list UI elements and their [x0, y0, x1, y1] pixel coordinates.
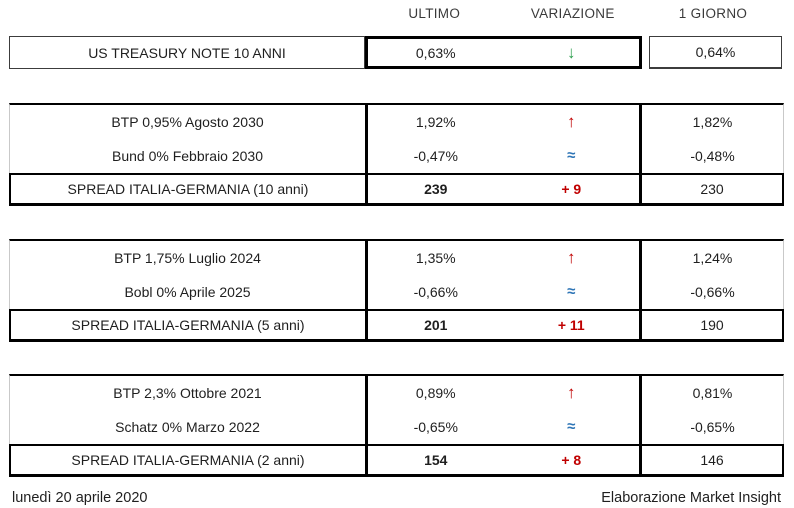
instrument-label: Schatz 0% Marzo 2022 [9, 409, 365, 444]
ultimo-value: 1,35% [415, 249, 456, 266]
instrument-label: US TREASURY NOTE 10 ANNI [9, 36, 365, 69]
giorno-value: 0,64% [649, 36, 782, 69]
column-header-variazione: VARIAZIONE [530, 6, 615, 21]
instrument-label: Bobl 0% Aprile 2025 [9, 274, 365, 309]
spread-label: SPREAD ITALIA-GERMANIA (2 anni) [9, 444, 365, 477]
spread-ultimo-value: 201 [424, 317, 448, 333]
spread-giorno-value: 230 [642, 173, 784, 206]
giorno-value: -0,48% [642, 138, 784, 173]
us-treasury-row: US TREASURY NOTE 10 ANNI 0,63% ↓ 0,64% [9, 36, 794, 69]
spread-block-2-anni: BTP 2,3% Ottobre 2021 0,89% ↑ 0,81% Scha… [9, 374, 794, 477]
column-header-row: ULTIMO VARIAZIONE 1 GIORNO [9, 6, 794, 30]
instrument-label: BTP 1,75% Luglio 2024 [9, 239, 365, 274]
spread-variazione-value: + 9 [561, 181, 582, 197]
approx-equal-icon: ≈ [567, 147, 576, 164]
approx-equal-icon: ≈ [567, 283, 576, 300]
spread-variazione-value: + 11 [557, 317, 585, 333]
giorno-value: -0,66% [642, 274, 784, 309]
up-arrow-icon: ↑ [567, 248, 576, 267]
up-arrow-icon: ↑ [567, 112, 576, 131]
spread-ultimo-value: 239 [424, 181, 448, 197]
spread-variazione-value: + 8 [561, 452, 582, 468]
giorno-value: -0,65% [642, 409, 784, 444]
ultimo-value: 0,89% [415, 384, 456, 401]
up-arrow-icon: ↑ [567, 383, 576, 402]
column-header-1giorno: 1 GIORNO [678, 6, 748, 21]
ultimo-value: -0,65% [413, 418, 458, 435]
down-arrow-icon: ↓ [567, 43, 576, 62]
instrument-label: Bund 0% Febbraio 2030 [9, 138, 365, 173]
spread-label: SPREAD ITALIA-GERMANIA (5 anni) [9, 309, 365, 342]
spread-label: SPREAD ITALIA-GERMANIA (10 anni) [9, 173, 365, 206]
ultimo-value: 1,92% [415, 113, 456, 130]
column-header-ultimo: ULTIMO [408, 6, 461, 21]
ultimo-value: -0,47% [413, 147, 458, 164]
spread-giorno-value: 190 [642, 309, 784, 342]
ultimo-value: 0,63% [415, 44, 456, 61]
spread-ultimo-value: 154 [424, 452, 448, 468]
giorno-value: 1,82% [642, 103, 784, 138]
spread-giorno-value: 146 [642, 444, 784, 477]
spread-block-5-anni: BTP 1,75% Luglio 2024 1,35% ↑ 1,24% Bobl… [9, 239, 794, 342]
spread-block-10-anni: BTP 0,95% Agosto 2030 1,92% ↑ 1,82% Bund… [9, 103, 794, 206]
giorno-value: 1,24% [642, 239, 784, 274]
ultimo-value: -0,66% [413, 283, 458, 300]
source-credit: Elaborazione Market Insight [601, 490, 781, 506]
giorno-value: 0,81% [642, 374, 784, 409]
instrument-label: BTP 2,3% Ottobre 2021 [9, 374, 365, 409]
report-date: lunedì 20 aprile 2020 [12, 490, 148, 506]
footer: lunedì 20 aprile 2020 Elaborazione Marke… [0, 490, 794, 506]
instrument-label: BTP 0,95% Agosto 2030 [9, 103, 365, 138]
approx-equal-icon: ≈ [567, 418, 576, 435]
